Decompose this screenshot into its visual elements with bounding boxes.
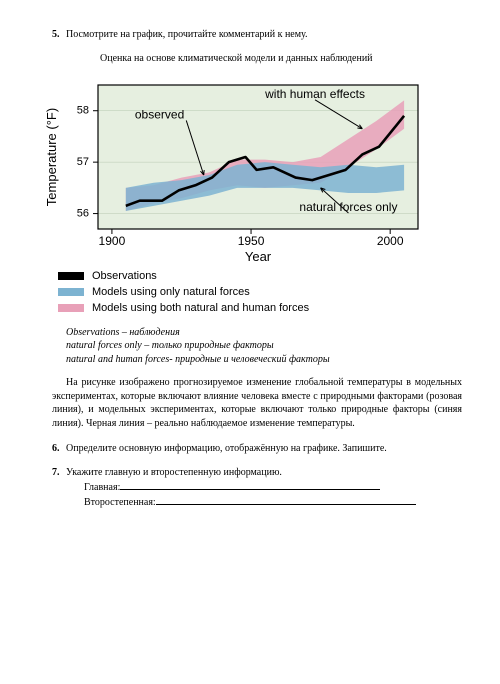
swatch-human — [58, 304, 84, 312]
question-7: 7. Укажите главную и второстепенную инфо… — [52, 466, 462, 480]
svg-text:1950: 1950 — [238, 234, 265, 248]
answer-label-secondary: Второстепенная: — [84, 496, 156, 510]
chart-title: Оценка на основе климатической модели и … — [100, 52, 462, 66]
legend-label-observations: Observations — [92, 269, 157, 284]
body-paragraph: На рисунке изображено прогнозируемое изм… — [52, 376, 462, 430]
legend-row-natural: Models using only natural forces — [58, 285, 462, 300]
question-5-text: Посмотрите на график, прочитайте коммент… — [66, 28, 308, 42]
svg-text:with human effects: with human effects — [264, 87, 365, 101]
svg-text:57: 57 — [77, 156, 89, 168]
answer-blank-secondary[interactable] — [156, 496, 416, 505]
question-6: 6. Определите основную информацию, отобр… — [52, 442, 462, 456]
question-7-text: Укажите главную и второстепенную информа… — [66, 466, 282, 480]
svg-text:observed: observed — [135, 107, 184, 121]
svg-text:1900: 1900 — [99, 234, 126, 248]
svg-text:natural forces only: natural forces only — [299, 200, 397, 214]
question-7-number: 7. — [52, 466, 66, 480]
legend-row-human: Models using both natural and human forc… — [58, 301, 462, 316]
svg-text:56: 56 — [77, 208, 89, 220]
glossary-line-1: Observations – наблюдения — [66, 326, 462, 340]
swatch-natural — [58, 288, 84, 296]
svg-text:58: 58 — [77, 105, 89, 117]
glossary: Observations – наблюдения natural forces… — [66, 326, 462, 367]
question-6-number: 6. — [52, 442, 66, 456]
svg-text:2000: 2000 — [377, 234, 404, 248]
legend-label-human: Models using both natural and human forc… — [92, 301, 309, 316]
question-5: 5. Посмотрите на график, прочитайте комм… — [52, 28, 462, 42]
legend-label-natural: Models using only natural forces — [92, 285, 250, 300]
answer-row-main: Главная: — [84, 481, 462, 495]
temperature-chart: 56 57 58 1900 1950 2000 Year Temperature (°F) ob… — [40, 75, 462, 265]
chart-svg: 56 57 58 1900 1950 2000 Year Temperature (°F) ob… — [40, 75, 430, 265]
glossary-line-3: natural and human forces- природные и че… — [66, 353, 462, 367]
svg-text:Year: Year — [245, 249, 272, 264]
legend-row-observations: Observations — [58, 269, 462, 284]
answer-label-main: Главная: — [84, 481, 120, 495]
answer-row-secondary: Второстепенная: — [84, 496, 462, 510]
question-7-answer-lines: Главная: Второстепенная: — [84, 481, 462, 509]
question-6-text: Определите основную информацию, отображё… — [66, 442, 387, 456]
svg-text:Temperature (°F): Temperature (°F) — [44, 108, 59, 206]
swatch-observations — [58, 272, 84, 280]
glossary-line-2: natural forces only – только природные ф… — [66, 339, 462, 353]
answer-blank-main[interactable] — [120, 481, 380, 490]
question-5-number: 5. — [52, 28, 66, 42]
chart-legend: Observations Models using only natural f… — [58, 269, 462, 316]
